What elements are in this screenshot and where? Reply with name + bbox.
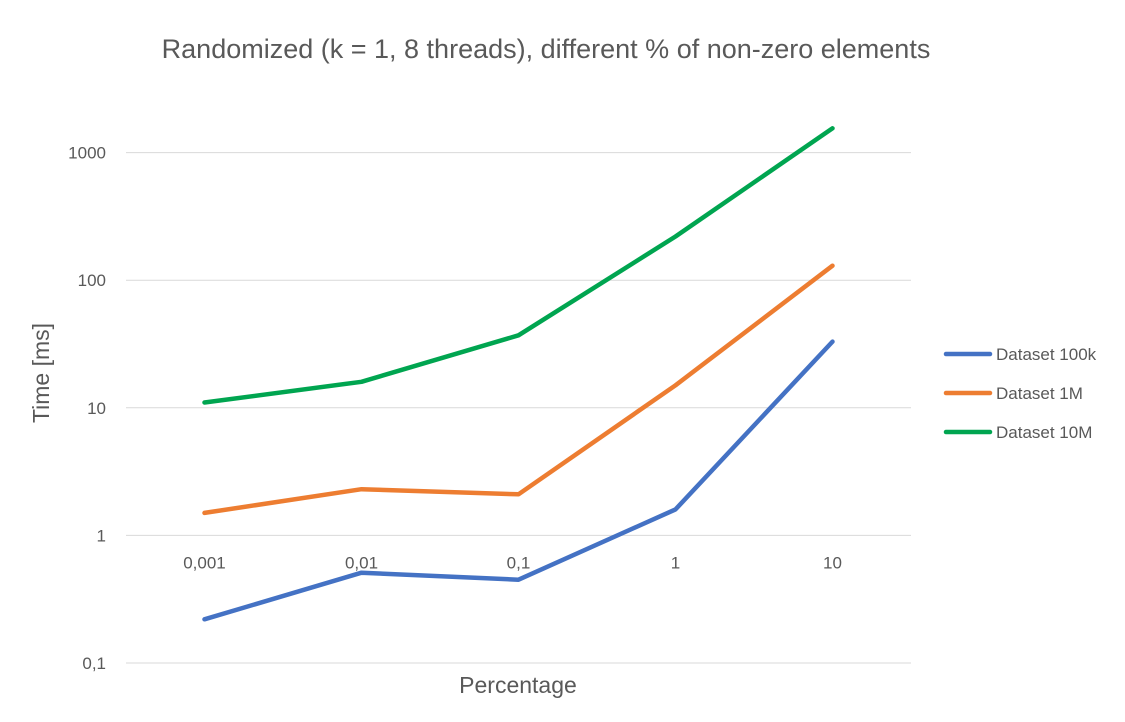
x-axis-title: Percentage bbox=[459, 672, 577, 698]
x-axis-ticks: 0,001 0,01 0,1 1 10 bbox=[183, 553, 842, 572]
x-tick-label: 0,001 bbox=[183, 553, 226, 572]
legend-item-2: Dataset 10M bbox=[943, 423, 1092, 442]
legend: Dataset 100k Dataset 1M Dataset 10M bbox=[943, 345, 1097, 442]
y-axis-title: Time [ms] bbox=[28, 323, 54, 423]
legend-item-1: Dataset 1M bbox=[943, 384, 1083, 403]
y-tick-label: 1000 bbox=[68, 144, 106, 163]
x-tick-label: 0,01 bbox=[345, 553, 378, 572]
series-lines bbox=[202, 126, 835, 622]
legend-label: Dataset 10M bbox=[996, 423, 1092, 442]
y-tick-label: 0,1 bbox=[82, 654, 106, 673]
series-line-2 bbox=[202, 126, 835, 405]
gridlines bbox=[126, 152, 911, 664]
legend-label: Dataset 1M bbox=[996, 384, 1083, 403]
y-tick-label: 100 bbox=[78, 271, 106, 290]
y-tick-label: 10 bbox=[87, 399, 106, 418]
x-tick-label: 1 bbox=[671, 553, 680, 572]
legend-label: Dataset 100k bbox=[996, 345, 1097, 364]
y-axis-ticks: 0,1 1 10 100 1000 bbox=[68, 144, 106, 673]
x-tick-label: 0,1 bbox=[507, 553, 531, 572]
chart-title: Randomized (k = 1, 8 threads), different… bbox=[162, 34, 931, 64]
series-line-1 bbox=[202, 263, 835, 516]
legend-item-0: Dataset 100k bbox=[943, 345, 1097, 364]
series-line-0 bbox=[202, 339, 835, 622]
x-tick-label: 10 bbox=[823, 553, 842, 572]
y-tick-label: 1 bbox=[97, 526, 106, 545]
